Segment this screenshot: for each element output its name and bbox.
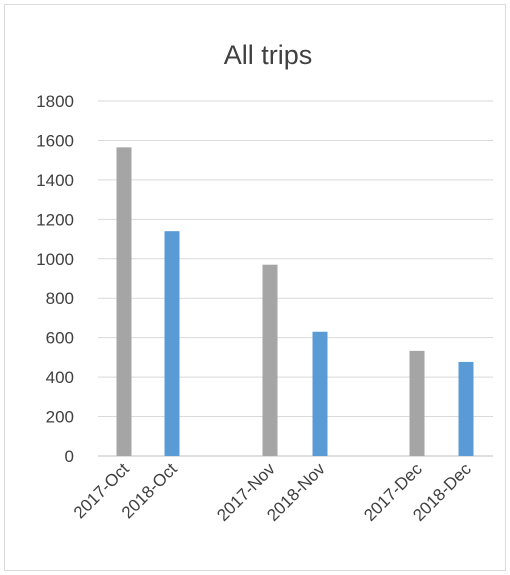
y-tick-label: 1600 xyxy=(36,131,74,150)
y-tick-label: 600 xyxy=(46,329,74,348)
gridlines xyxy=(98,100,493,457)
chart-title: All trips xyxy=(224,40,313,70)
y-tick-label: 800 xyxy=(46,289,74,308)
y-axis-ticks: 0 200 400 600 800 1000 1200 1400 1600 1800 xyxy=(36,92,74,466)
y-tick-label: 1000 xyxy=(36,250,74,269)
y-tick-label: 1200 xyxy=(36,210,74,229)
y-tick-label: 1800 xyxy=(36,92,74,111)
bar-2017-dec xyxy=(409,350,425,456)
y-tick-label: 0 xyxy=(65,447,74,466)
y-tick-label: 200 xyxy=(46,408,74,427)
bar-2017-nov xyxy=(262,264,278,456)
bars xyxy=(116,147,474,456)
y-tick-label: 1400 xyxy=(36,171,74,190)
bar-2018-nov xyxy=(312,331,328,456)
chart-frame xyxy=(4,4,506,571)
bar-2018-oct xyxy=(164,231,180,456)
bar-2018-dec xyxy=(458,361,474,456)
y-tick-label: 400 xyxy=(46,368,74,387)
bar-2017-oct xyxy=(116,147,132,456)
